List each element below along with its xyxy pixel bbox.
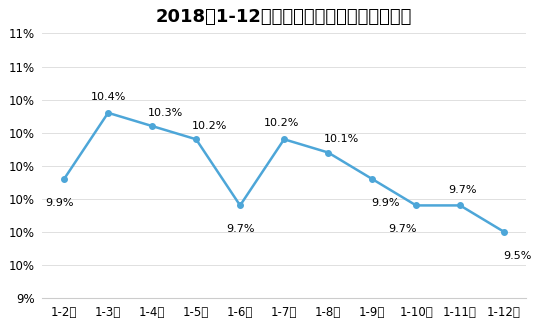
Text: 9.7%: 9.7% <box>226 224 254 234</box>
Text: 10.2%: 10.2% <box>192 121 227 131</box>
Text: 9.7%: 9.7% <box>388 224 417 234</box>
Text: 10.2%: 10.2% <box>264 118 300 129</box>
Text: 10.4%: 10.4% <box>90 92 126 102</box>
Text: 10.3%: 10.3% <box>148 108 183 118</box>
Text: 10.1%: 10.1% <box>324 134 359 144</box>
Text: 9.9%: 9.9% <box>45 198 74 208</box>
Text: 9.5%: 9.5% <box>503 251 531 261</box>
Text: 9.7%: 9.7% <box>448 184 477 195</box>
Text: 9.9%: 9.9% <box>371 198 400 208</box>
Title: 2018年1-12月全国房地产开发投资增速情况: 2018年1-12月全国房地产开发投资增速情况 <box>156 8 412 26</box>
